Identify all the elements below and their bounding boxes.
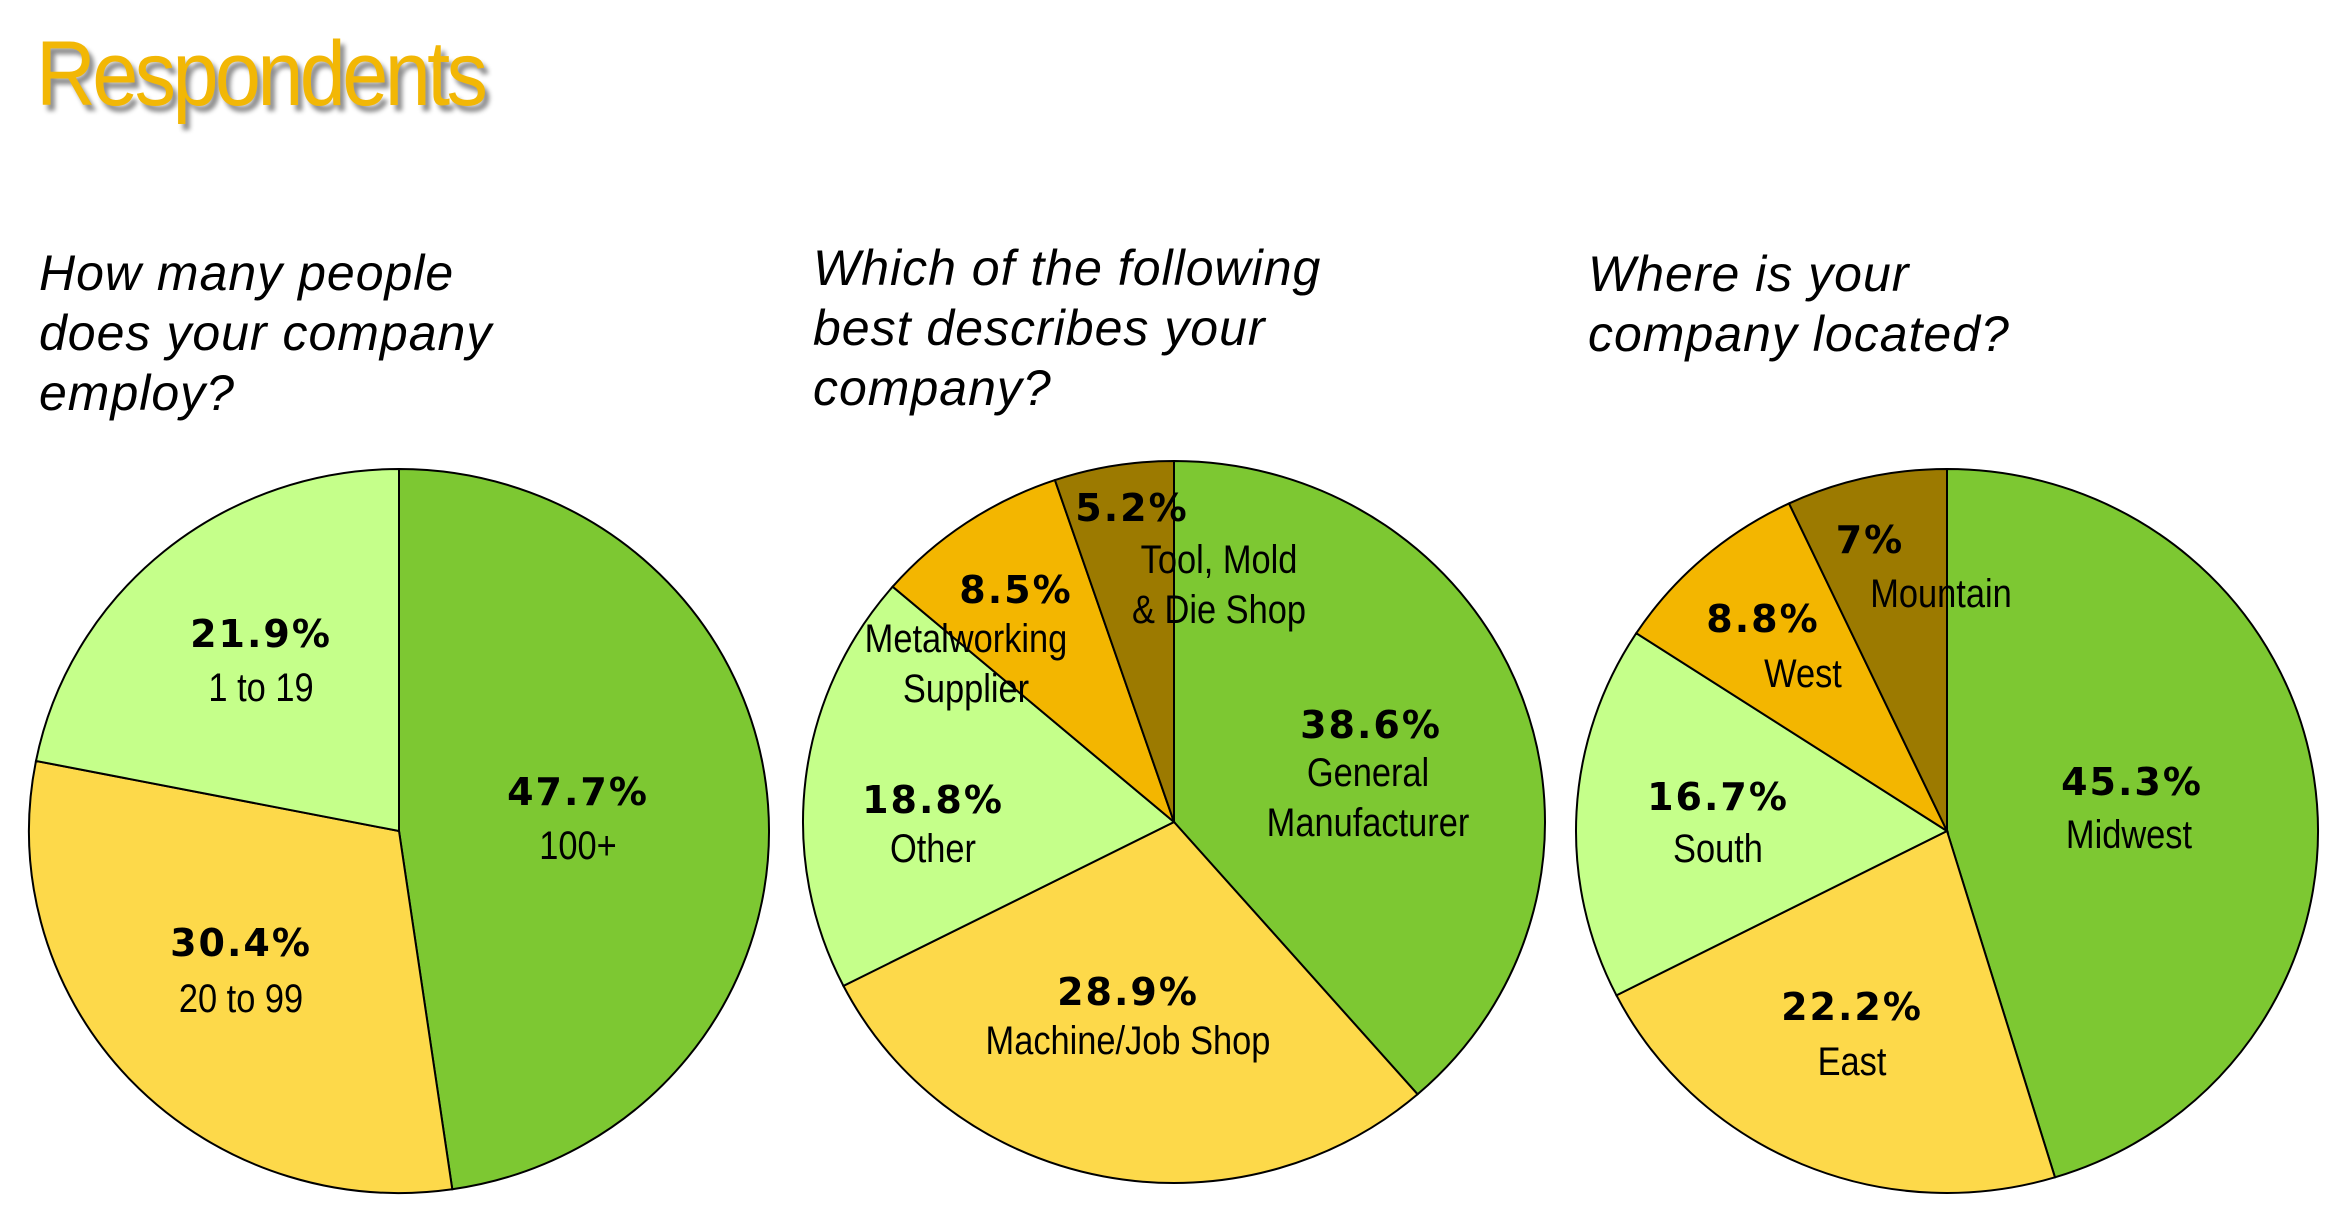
slice-category-label: Midwest — [2066, 812, 2193, 857]
pie-chart-2: 38.6%General Manufacturer 28.9%Machine/Job… — [802, 459, 1546, 1184]
slice-category-label: Mountain — [1870, 571, 2011, 616]
slice-value-label: 18.8% — [862, 778, 1004, 822]
chart-2-title: Which of the following best describes yo… — [813, 238, 1321, 418]
chart-2-title-line: best describes your — [813, 300, 1266, 356]
slice-category-label: General — [1307, 750, 1429, 795]
slice-value-label: 38.6% — [1300, 703, 1442, 747]
chart-1-title-line: employ? — [39, 365, 235, 421]
pie-slice — [1634, 502, 1950, 834]
pie-slice — [891, 478, 1177, 826]
slice-value-label: 16.7% — [1647, 775, 1789, 819]
chart-1-title-line: does your company — [39, 305, 493, 361]
pie-slice — [1787, 467, 1948, 832]
chart-3-title: Where is your company located? — [1588, 244, 2010, 364]
pie-slice — [1173, 459, 1546, 1096]
slice-value-label: 7% — [1836, 518, 1905, 562]
chart-3-title-line: Where is your — [1588, 246, 1910, 302]
slice-category-label: 100+ — [539, 823, 616, 868]
pie-slice — [842, 820, 1420, 1184]
slice-value-label: 5.2% — [1075, 486, 1188, 530]
pie-slice — [1615, 829, 2057, 1194]
slice-value-label: 8.8% — [1706, 597, 1819, 641]
slice-category-label: Supplier — [903, 666, 1029, 711]
slice-category-label: 20 to 99 — [179, 976, 303, 1021]
chart-2-title-line: company? — [813, 360, 1052, 416]
slice-category-label: Manufacturer — [1267, 800, 1470, 845]
slice-category-label: Metalworking — [865, 616, 1068, 661]
slice-category-label: 1 to 19 — [208, 665, 313, 710]
slice-category-label: & Die Shop — [1132, 587, 1306, 632]
chart-1-title: How many people does your company employ… — [39, 243, 492, 423]
pie-slice — [28, 759, 454, 1194]
slice-value-label: 28.9% — [1057, 970, 1199, 1014]
chart-3-title-line: company located? — [1588, 306, 2010, 362]
pie-slice — [1946, 467, 2319, 1179]
pie-slice — [1053, 459, 1175, 823]
pie-chart-3: 45.3% Midwest 22.2% East 16.7% South 8.8% West 7… — [1575, 467, 2319, 1194]
chart-2-title-line: Which of the following — [813, 240, 1322, 296]
slice-category-label: West — [1764, 651, 1842, 696]
slice-value-label: 30.4% — [170, 921, 312, 965]
slice-category-label: East — [1818, 1039, 1887, 1084]
slice-value-label: 21.9% — [190, 612, 332, 656]
slice-category-label: South — [1673, 826, 1763, 871]
pie-slice — [34, 467, 400, 833]
slice-category-label: Other — [890, 826, 976, 871]
slice-value-label: 22.2% — [1781, 985, 1923, 1029]
slice-category-label: Tool, Mold — [1141, 537, 1298, 582]
pie-slice — [1575, 631, 1950, 997]
slice-value-label: 47.7% — [507, 770, 649, 814]
slice-category-label: Machine/Job Shop — [986, 1018, 1271, 1063]
page-title: Respondents — [36, 23, 488, 125]
pie-chart-1: 47.7% 100+ 30.4% 20 to 99 21.9% 1 to 19 — [28, 467, 770, 1194]
slice-value-label: 8.5% — [959, 568, 1072, 612]
chart-1-title-line: How many people — [39, 245, 455, 301]
pie-slice — [398, 467, 770, 1191]
slice-value-label: 45.3% — [2061, 760, 2203, 804]
pie-slice — [802, 585, 1176, 988]
